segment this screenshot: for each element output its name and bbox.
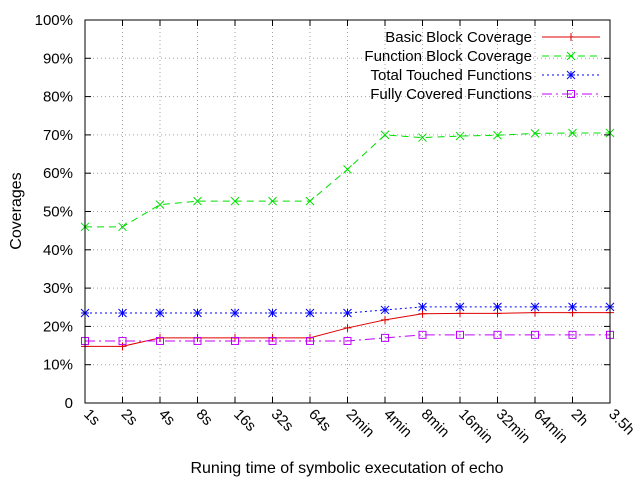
point-marker — [118, 308, 127, 318]
series-4 — [81, 330, 614, 345]
legend-entry: Basic Block Coverage — [385, 29, 600, 46]
point-marker — [567, 90, 575, 98]
point-marker — [455, 302, 465, 312]
point-marker — [568, 302, 577, 312]
y-tick-label: 80% — [43, 89, 73, 106]
point-marker — [230, 196, 240, 206]
series-lines — [80, 128, 615, 351]
legend-entry: Function Block Coverage — [364, 48, 600, 65]
x-tick-label: 2min — [343, 406, 378, 441]
point-marker — [567, 33, 575, 41]
legend-entry: Total Touched Functions — [371, 67, 600, 84]
point-marker — [493, 330, 502, 339]
point-marker — [268, 308, 277, 318]
point-marker — [193, 336, 202, 345]
point-marker — [493, 130, 502, 140]
x-tick-label: 3.5h — [605, 406, 638, 439]
plot-border — [84, 19, 611, 404]
x-tick-label: 64s — [305, 406, 334, 435]
point-marker — [566, 51, 576, 61]
legend-label: Function Block Coverage — [364, 48, 532, 65]
point-marker — [530, 302, 540, 312]
x-axis-title: Runing time of symbolic executation of e… — [190, 460, 503, 477]
point-marker — [230, 308, 240, 318]
point-marker — [418, 330, 427, 339]
y-tick-label: 100% — [35, 12, 73, 29]
legend-label: Total Touched Functions — [371, 67, 533, 84]
x-tick-label: 16s — [230, 406, 259, 435]
x-tick-label: 2s — [118, 406, 141, 429]
x-tick-label: 2h — [568, 406, 592, 430]
point-marker — [305, 308, 315, 318]
point-marker — [155, 308, 165, 318]
x-tick-label: 16min — [455, 406, 496, 447]
y-tick-label: 50% — [43, 204, 73, 221]
point-marker — [193, 308, 202, 318]
legend-entry: Fully Covered Functions — [370, 86, 600, 103]
point-marker — [343, 308, 352, 318]
y-tick-label: 30% — [43, 280, 73, 297]
point-marker — [118, 342, 127, 351]
point-marker — [566, 70, 576, 80]
point-marker — [568, 330, 577, 339]
point-marker — [306, 336, 314, 345]
x-tick-label: 8s — [193, 406, 216, 429]
x-tick-label: 32s — [268, 406, 297, 435]
point-marker — [418, 309, 427, 318]
y-axis-title: Coverages — [8, 172, 25, 249]
point-marker — [380, 305, 390, 315]
y-tick-label: 0 — [65, 395, 73, 412]
point-marker — [268, 336, 277, 345]
point-marker — [343, 323, 352, 332]
y-tick-label: 20% — [43, 318, 73, 335]
point-marker — [455, 131, 465, 141]
point-marker — [343, 165, 352, 174]
point-marker — [155, 200, 165, 209]
y-tick-label: 60% — [43, 165, 73, 182]
point-marker — [418, 302, 427, 312]
legend-label: Basic Block Coverage — [385, 29, 532, 46]
y-tick-label: 70% — [43, 127, 73, 144]
series-3 — [80, 302, 615, 318]
x-tick-label: 64min — [530, 406, 571, 447]
legend-label: Fully Covered Functions — [370, 86, 532, 103]
point-marker — [268, 196, 277, 206]
legend: Basic Block Coverage Function Block Cover… — [364, 29, 600, 103]
x-tick-label: 8min — [418, 406, 453, 441]
point-marker — [118, 222, 127, 232]
point-marker — [381, 315, 389, 324]
point-marker — [381, 333, 389, 342]
x-tick-label: 4min — [380, 406, 415, 441]
point-marker — [568, 128, 577, 138]
x-tick-label: 4s — [155, 406, 178, 429]
point-marker — [380, 130, 390, 140]
point-marker — [531, 330, 539, 339]
y-tick-label: 90% — [43, 50, 73, 67]
point-marker — [231, 336, 239, 345]
point-marker — [305, 196, 315, 206]
x-tick-label: 1s — [80, 406, 103, 429]
y-tick-label: 40% — [43, 242, 73, 259]
x-tick-label: 32min — [493, 406, 534, 447]
point-marker — [343, 336, 352, 345]
series-line — [85, 334, 610, 342]
point-marker — [193, 196, 202, 206]
point-marker — [156, 336, 164, 345]
point-marker — [530, 129, 540, 138]
point-marker — [418, 133, 427, 142]
point-marker — [493, 302, 502, 312]
point-marker — [456, 330, 464, 339]
y-tick-label: 10% — [43, 357, 73, 374]
point-marker — [118, 336, 127, 345]
